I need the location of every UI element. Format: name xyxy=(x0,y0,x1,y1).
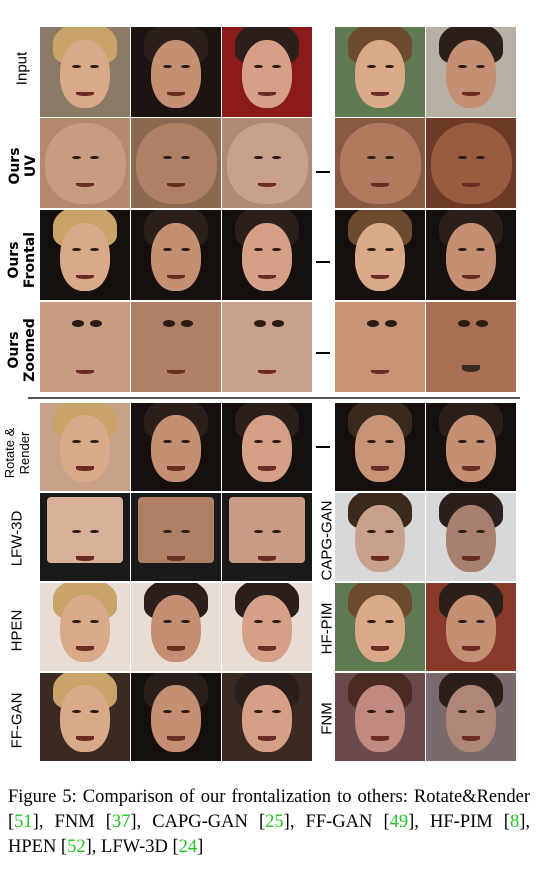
caption-text: ], HF-PIM [ xyxy=(408,812,510,832)
uv-texture-image xyxy=(335,118,425,208)
caption-text: Figure 5: Comparison of our frontalizati… xyxy=(8,787,530,832)
face-image xyxy=(222,27,312,117)
row-label-line: Ours xyxy=(7,147,23,185)
zoomed-face-image xyxy=(222,302,312,392)
row-label-ours-zoomed: Ours Zoomed xyxy=(6,310,38,390)
dash-placeholder xyxy=(316,446,330,448)
citation-ref[interactable]: 49 xyxy=(389,812,409,832)
face-image xyxy=(335,27,425,117)
row-label-ours-frontal: Ours Frontal xyxy=(6,220,38,300)
caption-text: ], FF-GAN [ xyxy=(283,812,390,832)
figure-caption: Figure 5: Comparison of our frontalizati… xyxy=(8,785,530,860)
row-label-ours-uv: Ours UV xyxy=(7,131,39,201)
frontal-face-image xyxy=(335,210,425,300)
row-label-line: Zoomed xyxy=(22,318,38,382)
zoomed-face-image xyxy=(335,302,425,392)
caption-text: ], FNM [ xyxy=(32,812,112,832)
dash-placeholder xyxy=(316,171,330,173)
comparison-face-image xyxy=(335,673,425,761)
citation-ref[interactable]: 24 xyxy=(178,837,198,857)
comparison-face-image xyxy=(40,673,130,761)
row-label-hf-pim: HF-PIM xyxy=(318,602,336,655)
citation-ref[interactable]: 37 xyxy=(111,812,131,832)
row-label-line: Rotate & xyxy=(2,427,17,479)
row-label-lfw-3d: LFW-3D xyxy=(8,510,26,567)
comparison-face-image xyxy=(426,583,516,671)
row-label-ff-gan: FF-GAN xyxy=(8,692,26,749)
row-label-input: Input xyxy=(13,51,31,86)
citation-ref[interactable]: 25 xyxy=(265,812,284,832)
comparison-face-image xyxy=(40,403,130,491)
frontal-face-image xyxy=(426,210,516,300)
citation-ref[interactable]: 52 xyxy=(67,837,86,857)
comparison-face-image xyxy=(40,493,130,581)
comparison-face-image xyxy=(222,673,312,761)
row-label-rotate-render: Rotate & Render xyxy=(2,418,32,488)
zoomed-face-image xyxy=(426,302,516,392)
face-image xyxy=(40,27,130,117)
comparison-face-image xyxy=(335,583,425,671)
comparison-face-image xyxy=(335,403,425,491)
row-label-line: Frontal xyxy=(22,231,38,289)
row-label-hpen: HPEN xyxy=(8,609,26,652)
citation-ref[interactable]: 8 xyxy=(509,812,520,832)
section-separator xyxy=(28,397,520,399)
zoomed-face-image xyxy=(40,302,130,392)
comparison-face-image xyxy=(222,583,312,671)
comparison-face-image xyxy=(131,583,221,671)
row-label-fnm: FNM xyxy=(318,702,336,735)
caption-text: ], HPEN [ xyxy=(8,812,531,857)
comparison-face-image xyxy=(335,493,425,581)
row-label-capg-gan: CAPG-GAN xyxy=(318,500,336,581)
citation-ref[interactable]: 51 xyxy=(14,812,33,832)
row-label-line: Render xyxy=(17,431,32,475)
frontal-face-image xyxy=(40,210,130,300)
comparison-face-image xyxy=(426,493,516,581)
frontal-face-image xyxy=(131,210,221,300)
caption-text: ], CAPG-GAN [ xyxy=(130,812,266,832)
comparison-face-image xyxy=(222,493,312,581)
dash-placeholder xyxy=(316,261,330,263)
uv-texture-image xyxy=(426,118,516,208)
comparison-face-image xyxy=(131,403,221,491)
zoomed-face-image xyxy=(131,302,221,392)
comparison-face-image xyxy=(426,673,516,761)
dash-placeholder xyxy=(316,352,330,354)
comparison-face-image xyxy=(40,583,130,671)
row-label-line: UV xyxy=(23,154,39,178)
uv-texture-image xyxy=(40,118,130,208)
comparison-face-image xyxy=(426,403,516,491)
comparison-face-image xyxy=(131,673,221,761)
comparison-face-image xyxy=(131,493,221,581)
row-label-line: Ours xyxy=(6,331,22,369)
caption-text: ], LFW-3D [ xyxy=(85,837,179,857)
uv-texture-image xyxy=(222,118,312,208)
row-label-line: Ours xyxy=(6,241,22,279)
frontal-face-image xyxy=(222,210,312,300)
face-image xyxy=(131,27,221,117)
comparison-face-image xyxy=(222,403,312,491)
caption-text: ] xyxy=(197,837,204,857)
face-image xyxy=(426,27,516,117)
uv-texture-image xyxy=(131,118,221,208)
